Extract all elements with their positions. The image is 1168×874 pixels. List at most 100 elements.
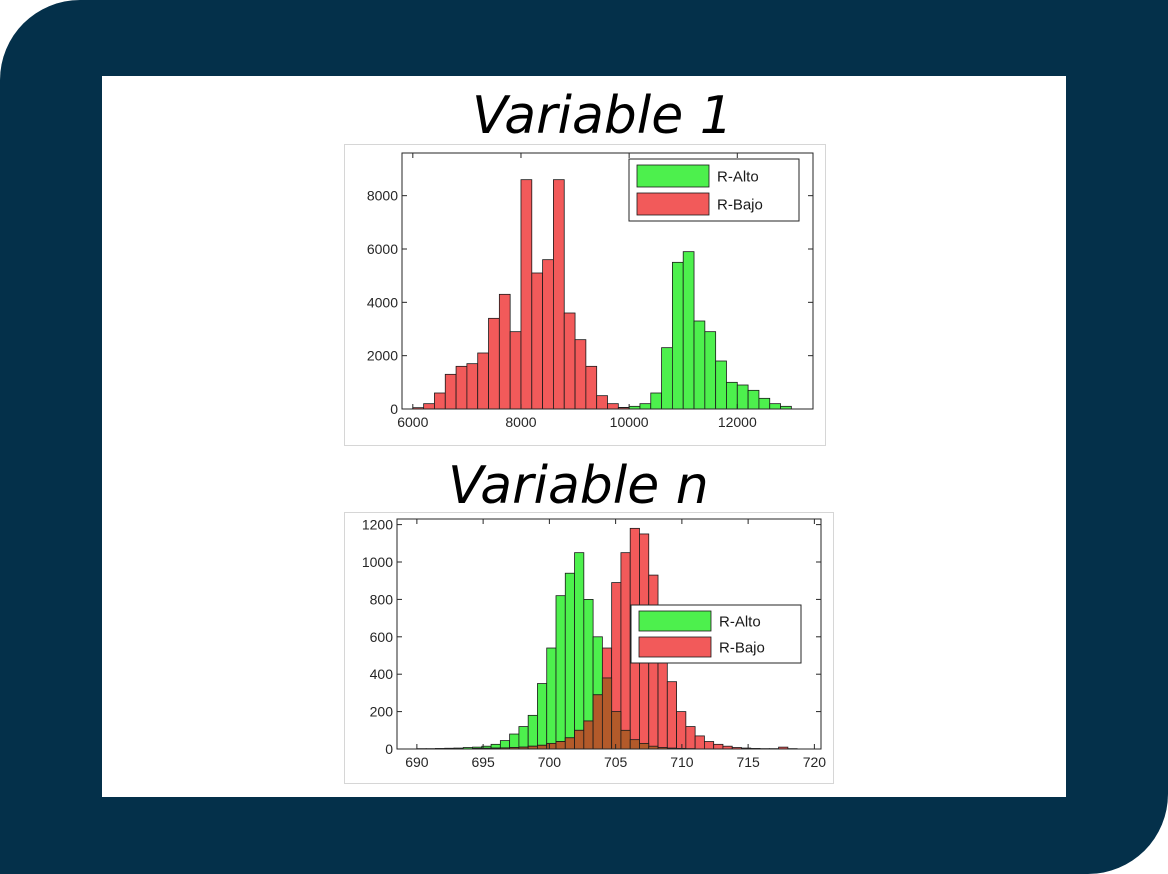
y-tick-label: 8000: [367, 188, 398, 204]
bar-r-bajo: [676, 711, 687, 750]
bar-r-alto: [769, 403, 781, 410]
y-tick-label: 800: [370, 591, 394, 607]
bar-r-bajo: [666, 681, 677, 750]
bar-r-bajo: [488, 317, 500, 410]
bar-r-bajo: [553, 179, 565, 410]
histogram-variable-n: 690 695 700 705 710 715 720 0 200 400 600 800 1000 12…: [344, 512, 834, 784]
bar-overlap: [601, 677, 613, 750]
legend-label: R-Alto: [719, 613, 761, 630]
bar-r-alto: [693, 320, 706, 410]
axes-box: [396, 518, 822, 750]
bar-overlap: [620, 729, 631, 750]
legend: R-Alto R-Bajo: [628, 158, 800, 222]
bar-overlap: [629, 739, 640, 750]
bar-r-alto: [747, 389, 760, 410]
legend-swatch: [638, 636, 712, 658]
bar-r-bajo: [685, 726, 696, 750]
bar-r-bajo: [596, 395, 608, 410]
histogram-variable-1: 6000 8000 10000 12000 0 2000 4000 6000 8000 R-Alt…: [344, 144, 826, 446]
chart-svg: 6000 8000 10000 12000 0 2000 4000 6000 8000 R-Alt…: [367, 152, 814, 430]
bar-overlap: [592, 694, 603, 750]
bar-r-bajo: [607, 403, 619, 410]
chart-svg: 690 695 700 705 710 715 720 0 200 400 600 800 1000 12…: [362, 517, 827, 770]
bar-r-bajo: [703, 741, 715, 750]
x-tick-label: 10000: [610, 414, 649, 430]
y-tick-label: 4000: [367, 294, 398, 310]
bar-overlap: [546, 742, 557, 750]
bar-r-alto: [527, 714, 538, 750]
bar-r-alto: [639, 403, 652, 410]
legend-swatch: [638, 610, 712, 632]
y-tick-label: 200: [370, 704, 394, 720]
bar-r-alto: [758, 397, 771, 410]
chart-title-variable-1: Variable 1: [472, 86, 733, 146]
bar-r-bajo: [455, 365, 468, 410]
bar-r-alto: [574, 552, 585, 750]
x-tick-label: 710: [670, 754, 694, 770]
bar-r-bajo: [585, 365, 598, 410]
bar-r-alto: [661, 347, 673, 410]
y-tick-label: 1200: [362, 517, 393, 533]
bar-r-bajo: [694, 735, 705, 750]
bar-r-alto: [650, 392, 662, 410]
bar-r-alto: [704, 331, 717, 410]
bar-r-bajo: [466, 363, 479, 410]
legend: R-Alto R-Bajo: [630, 604, 802, 664]
bar-r-bajo: [531, 272, 544, 410]
x-tick-label: 690: [405, 754, 429, 770]
bar-r-bajo: [423, 403, 435, 410]
x-tick-label: 6000: [397, 414, 428, 430]
bar-r-alto: [682, 251, 695, 410]
x-tick-label: 12000: [718, 414, 757, 430]
bar-r-bajo: [542, 259, 554, 410]
y-tick-label: 6000: [367, 241, 398, 257]
bar-r-alto: [726, 381, 738, 410]
x-tick-label: 715: [736, 754, 760, 770]
bar-r-bajo: [477, 352, 489, 410]
bar-r-bajo: [520, 179, 533, 410]
legend-label: R-Bajo: [719, 639, 765, 656]
bar-r-bajo: [574, 339, 587, 410]
bar-r-alto: [736, 384, 749, 410]
bar-overlap: [583, 720, 594, 750]
bar-r-bajo: [713, 743, 724, 750]
slide-canvas: Variable 1 6000 8000 10000 12000 0 2000 4000 60…: [102, 76, 1066, 797]
legend-swatch: [636, 164, 710, 188]
bar-r-bajo: [620, 552, 631, 750]
chart-title-variable-n: Variable n: [448, 456, 709, 516]
y-tick-label: 400: [370, 666, 394, 682]
bar-r-alto: [564, 572, 575, 750]
axes-box: [401, 152, 814, 410]
bar-r-bajo: [498, 293, 511, 410]
bar-r-alto: [546, 647, 557, 750]
bar-overlap: [574, 729, 585, 750]
bar-r-bajo: [434, 392, 446, 410]
bar-r-alto: [537, 683, 548, 750]
x-tick-label: 720: [803, 754, 827, 770]
bar-r-alto: [509, 733, 520, 750]
bar-r-bajo: [509, 331, 522, 410]
y-tick-label: 1000: [362, 554, 393, 570]
bar-r-alto: [671, 261, 684, 410]
legend-swatch: [636, 192, 710, 216]
bar-overlap: [639, 742, 650, 750]
x-tick-label: 705: [604, 754, 628, 770]
bar-r-alto: [555, 595, 566, 750]
x-tick-label: 8000: [505, 414, 536, 430]
bar-overlap: [611, 711, 622, 750]
x-tick-label: 695: [471, 754, 495, 770]
bar-r-alto: [518, 726, 529, 750]
y-tick-label: 600: [370, 629, 394, 645]
bar-r-bajo: [563, 312, 576, 410]
bar-r-alto: [715, 360, 727, 410]
legend-label: R-Alto: [717, 168, 759, 185]
bar-r-bajo: [444, 373, 457, 410]
bar-overlap: [555, 741, 566, 750]
y-tick-label: 0: [385, 741, 393, 757]
bar-overlap: [564, 737, 575, 750]
x-tick-label: 700: [538, 754, 562, 770]
y-tick-label: 0: [390, 401, 398, 417]
legend-label: R-Bajo: [717, 196, 763, 213]
bar-overlap: [537, 744, 548, 750]
